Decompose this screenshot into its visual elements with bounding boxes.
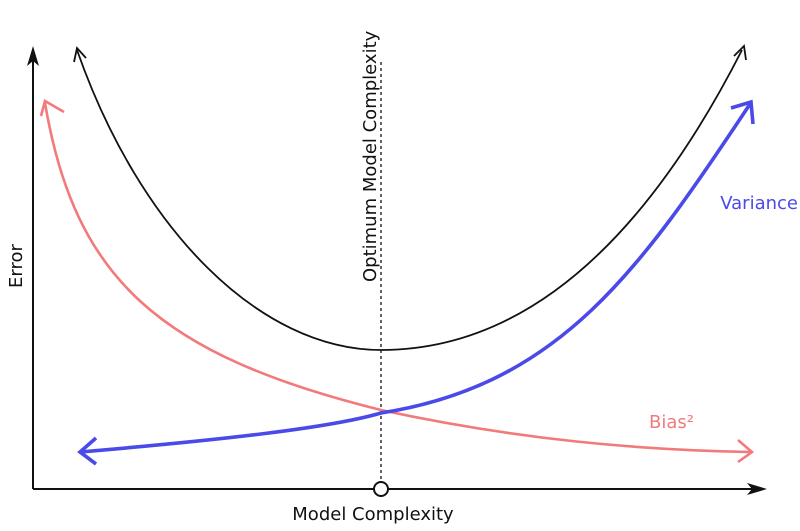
y-axis-arrowhead	[27, 46, 39, 66]
x-axis-arrowhead	[747, 483, 767, 495]
y-axis-label: Error	[6, 244, 27, 288]
bias-top-arrowhead	[39, 99, 65, 117]
variance-line	[79, 103, 752, 454]
optimum-label: Optimum Model Complexity	[360, 30, 381, 282]
variance-label: Variance	[720, 193, 798, 214]
total-error-curve	[73, 44, 747, 351]
bias-right-arrowhead	[737, 439, 755, 464]
optimum-marker	[373, 481, 389, 497]
variance-top-arrowhead	[730, 99, 755, 125]
x-axis-label: Model Complexity	[292, 504, 454, 525]
total-error-left-arrowhead	[73, 46, 87, 63]
total-error-right-arrowhead	[733, 44, 747, 61]
bias-line	[43, 102, 751, 454]
variance-curve	[77, 99, 755, 466]
bias-label: Bias²	[649, 412, 694, 433]
bias-curve	[39, 99, 755, 464]
variance-left-arrowhead	[77, 436, 98, 466]
axes	[27, 46, 767, 495]
total-error-line	[76, 49, 743, 351]
